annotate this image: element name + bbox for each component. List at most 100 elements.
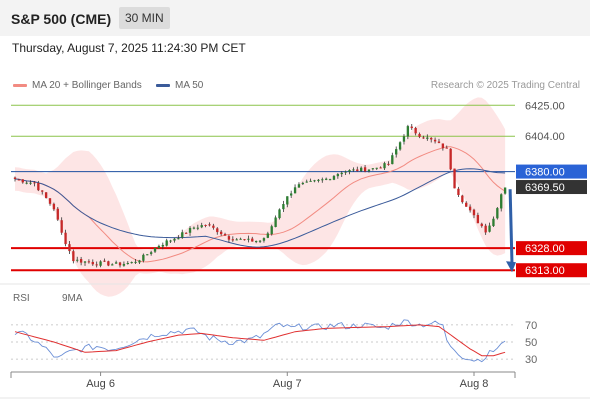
legend-ma50: MA 50 — [156, 80, 203, 91]
candle-body — [317, 179, 320, 181]
candle-body — [379, 167, 382, 169]
candle-body — [33, 182, 36, 184]
candle-body — [68, 244, 71, 252]
candle-body — [219, 231, 223, 235]
candle-body — [441, 143, 445, 149]
candle-body — [60, 220, 63, 233]
candle-body — [21, 179, 24, 183]
candle-body — [437, 141, 441, 143]
ma20-line — [14, 146, 506, 263]
price-label-bg-6380.00 — [516, 164, 587, 179]
candle-body — [476, 214, 480, 224]
candle-body — [433, 139, 437, 142]
candle-body — [503, 187, 507, 194]
credit-text: Research © 2025 Trading Central — [430, 80, 580, 91]
candle-body — [445, 147, 448, 149]
candle-body — [146, 254, 149, 256]
candle-body — [356, 169, 359, 172]
candle-body — [142, 254, 145, 261]
candle-body — [465, 202, 468, 207]
candle-body — [192, 227, 196, 229]
x-tick-label-Aug-8: Aug 8 — [460, 378, 489, 390]
candle-body — [239, 238, 242, 240]
price-label-bg-6313.00 — [516, 263, 587, 278]
candle-body — [336, 174, 340, 177]
candle-body — [216, 228, 219, 233]
candle-body — [44, 192, 48, 198]
forecast-arrow-line — [508, 189, 514, 265]
candle-body — [418, 133, 421, 137]
legend-rsi-ma-label: 9MA — [62, 293, 83, 304]
candle-body — [395, 149, 398, 155]
candle-body — [262, 238, 266, 241]
candle-body — [173, 238, 176, 241]
candle-body — [348, 170, 351, 172]
candle-body — [87, 261, 91, 263]
candle-body — [383, 163, 386, 169]
rsi-level-label-70: 70 — [525, 320, 537, 332]
legend-ma50-label: MA 50 — [175, 80, 204, 91]
candle-body — [449, 148, 452, 170]
price-label-6425.00: 6425.00 — [525, 100, 565, 112]
candle-body — [177, 238, 180, 240]
interval-badge[interactable]: 30 MIN — [119, 7, 170, 29]
bollinger-band — [15, 97, 506, 297]
candle-body — [64, 232, 67, 245]
candle-body — [83, 261, 87, 263]
candle-body — [208, 224, 211, 226]
chart-header: S&P 500 (CME) 30 MIN — [0, 0, 590, 36]
price-label-6380.00: 6380.00 — [525, 167, 565, 179]
candle-body — [360, 167, 363, 172]
price-label-6313.00: 6313.00 — [525, 265, 565, 277]
candle-body — [321, 179, 324, 181]
candle-body — [328, 179, 332, 181]
candle-body — [157, 245, 161, 249]
candle-body — [344, 171, 347, 173]
candle-body — [223, 233, 227, 236]
candle-body — [95, 264, 98, 266]
rsi-level-label-50: 50 — [525, 337, 537, 349]
candle-body — [169, 240, 172, 242]
candle-body — [488, 225, 491, 232]
price-label-6328.00: 6328.00 — [525, 243, 565, 255]
candle-body — [91, 261, 94, 265]
candle-body — [410, 126, 413, 129]
candle-body — [161, 244, 164, 247]
candle-body — [254, 241, 258, 243]
legend-ma20-label: MA 20 + Bollinger Bands — [32, 80, 142, 91]
candle-body — [332, 176, 336, 180]
candle-body — [196, 227, 199, 229]
rsi-ma-line — [14, 324, 506, 357]
candle-body — [297, 184, 301, 188]
candle-body — [480, 223, 483, 227]
candle-body — [130, 262, 133, 264]
candle-body — [56, 208, 59, 220]
candle-body — [126, 263, 129, 265]
candle-body — [138, 260, 141, 263]
candle-body — [17, 179, 21, 181]
candle-body — [122, 263, 126, 266]
ma20-swatch — [13, 83, 27, 87]
candle-body — [472, 209, 476, 216]
candle-body — [371, 168, 375, 170]
candle-body — [340, 172, 343, 175]
x-tick-label-Aug-6: Aug 6 — [86, 378, 115, 390]
price-label-bg-6328.00 — [516, 241, 587, 256]
candle-body — [325, 178, 328, 180]
candle-body — [107, 261, 110, 266]
symbol-title: S&P 500 (CME) — [11, 11, 112, 27]
candle-body — [258, 240, 262, 242]
candle-body — [165, 240, 168, 246]
candle-body — [103, 260, 106, 262]
candle-body — [184, 232, 188, 234]
candle-body — [13, 177, 17, 179]
candle-body — [243, 239, 246, 241]
candle-body — [406, 126, 410, 137]
candle-body — [37, 182, 40, 191]
price-label-6404.00: 6404.00 — [525, 131, 565, 143]
candle-body — [293, 187, 297, 194]
candle-body — [149, 252, 153, 254]
candle-body — [266, 233, 270, 238]
candle-body — [430, 137, 433, 140]
candle-body — [496, 208, 499, 219]
